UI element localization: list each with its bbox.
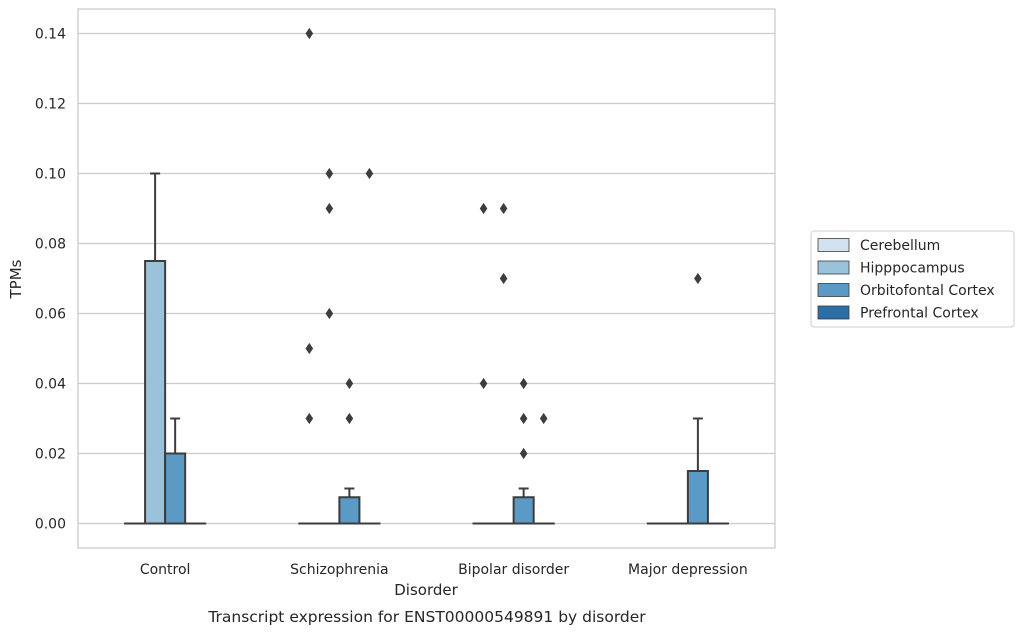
outlier-layer	[305, 27, 702, 460]
box	[686, 470, 709, 525]
outlier-point	[499, 272, 508, 285]
y-tick-label: 0.04	[35, 377, 66, 393]
outlier-point	[325, 202, 334, 215]
outlier-point	[539, 412, 548, 425]
y-tick-label: 0.02	[35, 447, 66, 463]
legend-label: Prefrontal Cortex	[860, 306, 979, 322]
x-tick-label: Schizophrenia	[290, 562, 388, 578]
legend-swatch	[817, 238, 850, 252]
outlier-point	[479, 377, 488, 390]
outlier-point	[345, 412, 354, 425]
outlier-point	[365, 167, 374, 180]
y-tick-label: 0.06	[35, 307, 66, 323]
y-tick-labels: 0.00 0.02 0.04 0.06 0.08 0.10 0.12 0.14	[35, 27, 66, 533]
plot-area-frame	[77, 8, 776, 549]
legend: Cerebellum Hipppocampus Orbitofontal Corte…	[810, 230, 1015, 328]
box	[164, 452, 187, 525]
legend-label: Orbitofontal Cortex	[860, 283, 995, 299]
outlier-point	[325, 307, 334, 320]
y-tick-label: 0.00	[35, 517, 66, 533]
outlier-point	[305, 27, 314, 40]
y-tick-label: 0.14	[35, 27, 66, 43]
box	[338, 496, 361, 525]
x-tick-labels: Control Schizophrenia Bipolar disorder Majo…	[140, 562, 748, 578]
legend-frame	[810, 230, 1015, 328]
x-tick-label: Bipolar disorder	[458, 562, 569, 578]
y-tick-label: 0.12	[35, 97, 66, 113]
outlier-point	[479, 202, 488, 215]
outlier-point	[305, 412, 314, 425]
chart-caption: Transcript expression for ENST0000054989…	[207, 608, 646, 626]
y-tick-label: 0.08	[35, 237, 66, 253]
outlier-point	[305, 342, 314, 355]
box	[512, 496, 535, 525]
outlier-point	[519, 377, 528, 390]
x-axis-label: Disorder	[394, 581, 458, 599]
y-axis-label: TPMs	[7, 259, 25, 299]
outlier-point	[519, 412, 528, 425]
outlier-point	[325, 167, 334, 180]
outlier-point	[519, 447, 528, 460]
outlier-point	[694, 272, 702, 285]
box-layer	[124, 172, 729, 525]
x-tick-label: Major depression	[628, 562, 748, 578]
legend-swatch	[817, 260, 850, 275]
legend-label: Cerebellum	[860, 238, 940, 254]
box	[144, 260, 167, 525]
y-tick-label: 0.10	[35, 167, 66, 183]
gridlines	[78, 32, 775, 525]
x-tick-label: Control	[140, 562, 191, 578]
outlier-point	[499, 202, 508, 215]
legend-swatch	[817, 283, 850, 297]
outlier-point	[345, 377, 354, 390]
legend-label: Hipppocampus	[860, 261, 965, 277]
legend-swatch	[817, 305, 850, 320]
